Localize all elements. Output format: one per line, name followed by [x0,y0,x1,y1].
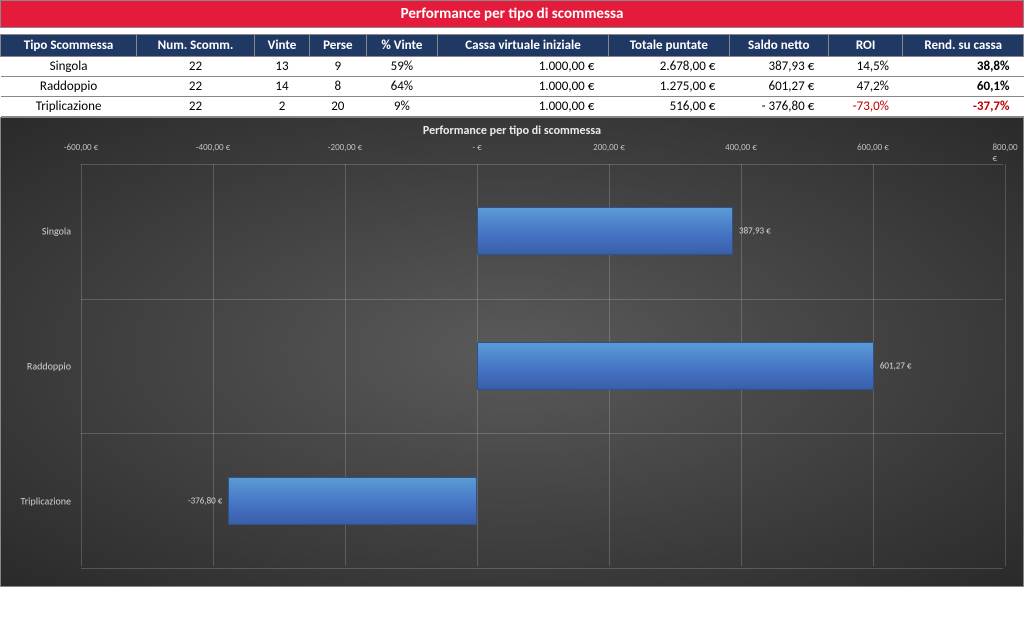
table-header-cell: % Vinte [366,35,438,57]
x-axis-tick-label: -600,00 € [64,142,98,153]
chart-bar [477,207,733,255]
table-cell: 1.275,00 € [608,77,729,97]
bar-chart: Performance per tipo di scommessa -600,0… [0,117,1024,587]
table-header-cell: Totale puntate [608,35,729,57]
table-cell: 601,27 € [729,77,828,97]
table-cell: 8 [310,77,366,97]
x-axis-tick-label: - € [472,142,481,153]
table-cell: 64% [366,77,438,97]
table-cell: 2 [254,97,309,117]
table-cell: 14 [254,77,309,97]
chart-plot-area: -600,00 €-400,00 €-200,00 €- €200,00 €40… [81,164,1003,566]
x-axis-tick-label: 800,00 € [992,142,1017,164]
table-cell: 516,00 € [608,97,729,117]
page-title: Performance per tipo di scommessa [0,0,1024,28]
table-row: Raddoppio2214864%1.000,00 €1.275,00 €601… [1,77,1024,97]
x-axis-tick-label: 200,00 € [593,142,625,153]
table-header-cell: Tipo Scommessa [1,35,137,57]
bar-value-label: -376,80 € [188,495,222,506]
table-cell: 22 [137,97,255,117]
table-body: Singola2213959%1.000,00 €2.678,00 €387,9… [1,57,1024,117]
grid-horizontal [81,164,1003,165]
table-cell: 2.678,00 € [608,57,729,77]
x-axis-tick-label: 600,00 € [857,142,889,153]
grid-horizontal [81,299,1003,300]
y-axis-category-label: Singola [11,225,71,238]
table-cell: 1.000,00 € [438,97,609,117]
table-cell: 22 [137,57,255,77]
chart-bar [228,477,477,525]
chart-title: Performance per tipo di scommessa [1,124,1023,138]
table-header-row: Tipo ScommessaNum. Scomm.VintePerse% Vin… [1,35,1024,57]
y-axis-category-label: Raddoppio [11,360,71,373]
table-cell: 13 [254,57,309,77]
table-cell: Raddoppio [1,77,137,97]
table-row: Singola2213959%1.000,00 €2.678,00 €387,9… [1,57,1024,77]
grid-horizontal [81,568,1003,569]
table-cell: - 376,80 € [729,97,828,117]
table-cell: 1.000,00 € [438,77,609,97]
chart-bar [477,342,874,390]
table-cell: 20 [310,97,366,117]
grid-vertical [81,164,82,566]
table-cell: Triplicazione [1,97,137,117]
table-cell: 9 [310,57,366,77]
table-cell: 387,93 € [729,57,828,77]
table-header-cell: ROI [828,35,903,57]
grid-horizontal [81,433,1003,434]
y-axis-category-label: Triplicazione [11,494,71,507]
table-cell: 59% [366,57,438,77]
table-cell: Singola [1,57,137,77]
table-header-cell: Perse [310,35,366,57]
table-header-cell: Saldo netto [729,35,828,57]
table-cell: 14,5% [828,57,903,77]
grid-vertical [1005,164,1006,566]
table-cell: -37,7% [903,97,1024,117]
performance-table: Tipo ScommessaNum. Scomm.VintePerse% Vin… [0,34,1024,117]
table-cell: 47,2% [828,77,903,97]
table-cell: 22 [137,77,255,97]
table-header-cell: Cassa virtuale iniziale [438,35,609,57]
table-cell: 1.000,00 € [438,57,609,77]
x-axis-tick-label: -200,00 € [328,142,362,153]
table-cell: 9% [366,97,438,117]
table-cell: 38,8% [903,57,1024,77]
table-header-cell: Num. Scomm. [137,35,255,57]
table-header-cell: Vinte [254,35,309,57]
bar-value-label: 601,27 € [880,361,912,372]
table-row: Triplicazione222209%1.000,00 €516,00 €- … [1,97,1024,117]
table-cell: 60,1% [903,77,1024,97]
x-axis-tick-label: -400,00 € [196,142,230,153]
table-header-cell: Rend. su cassa [903,35,1024,57]
table-cell: -73,0% [828,97,903,117]
bar-value-label: 387,93 € [739,226,771,237]
x-axis-tick-label: 400,00 € [725,142,757,153]
